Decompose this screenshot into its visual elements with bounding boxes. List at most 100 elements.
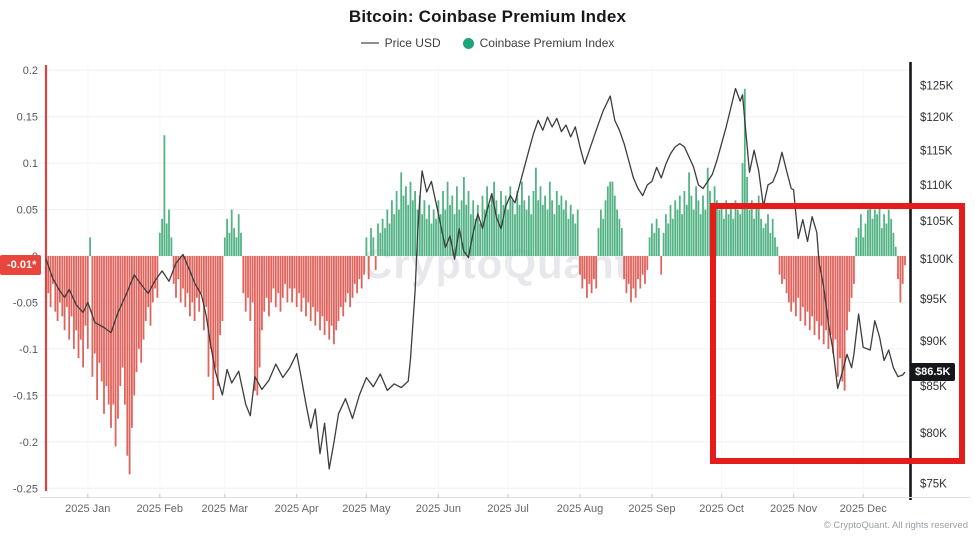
premium-bar[interactable]	[158, 232, 161, 256]
premium-bar[interactable]	[699, 214, 702, 256]
premium-bar[interactable]	[117, 256, 119, 419]
premium-bar[interactable]	[349, 256, 351, 308]
premium-bar[interactable]	[606, 186, 609, 256]
premium-bar[interactable]	[548, 181, 551, 256]
premium-bar[interactable]	[237, 214, 240, 256]
premium-bar[interactable]	[639, 256, 642, 289]
premium-bar[interactable]	[486, 186, 488, 256]
premium-bar[interactable]	[47, 256, 50, 294]
premium-bar[interactable]	[683, 191, 686, 256]
premium-bar[interactable]	[727, 214, 730, 256]
premium-bar[interactable]	[258, 256, 261, 368]
premium-bar[interactable]	[839, 256, 841, 359]
premium-bar[interactable]	[488, 204, 491, 256]
premium-bar[interactable]	[251, 256, 254, 303]
premium-bar[interactable]	[555, 191, 558, 256]
premium-bar[interactable]	[544, 195, 546, 256]
premium-bar[interactable]	[894, 246, 897, 256]
premium-bar[interactable]	[370, 228, 372, 256]
premium-bar[interactable]	[233, 228, 235, 256]
premium-bar[interactable]	[565, 200, 567, 256]
premium-bar[interactable]	[822, 256, 825, 345]
premium-bar[interactable]	[398, 209, 400, 256]
premium-bar[interactable]	[667, 223, 670, 257]
premium-bar[interactable]	[337, 256, 340, 321]
premium-bar[interactable]	[170, 237, 173, 256]
premium-bar[interactable]	[525, 209, 528, 256]
premium-bar[interactable]	[274, 256, 277, 308]
premium-bar[interactable]	[112, 256, 115, 405]
premium-bar[interactable]	[451, 195, 454, 256]
premium-bar[interactable]	[407, 204, 410, 256]
premium-bar[interactable]	[467, 191, 470, 256]
premium-bar[interactable]	[98, 256, 101, 363]
premium-bar[interactable]	[100, 256, 103, 382]
premium-bar[interactable]	[778, 256, 781, 275]
premium-bar[interactable]	[265, 256, 268, 298]
premium-bar[interactable]	[293, 256, 296, 289]
premium-bar[interactable]	[857, 228, 860, 256]
premium-bar[interactable]	[511, 200, 514, 256]
premium-bar[interactable]	[333, 256, 335, 345]
premium-bar[interactable]	[762, 228, 765, 256]
premium-bar[interactable]	[815, 256, 818, 321]
premium-bar[interactable]	[196, 256, 198, 298]
premium-bar[interactable]	[662, 232, 665, 256]
premium-bar[interactable]	[736, 209, 739, 256]
premium-bar[interactable]	[681, 214, 683, 256]
premium-bar[interactable]	[539, 186, 542, 256]
premium-bar[interactable]	[453, 214, 456, 256]
premium-bar[interactable]	[358, 256, 361, 280]
premium-bar[interactable]	[836, 256, 839, 377]
premium-bar[interactable]	[321, 256, 324, 317]
premium-bar[interactable]	[514, 214, 516, 256]
premium-bar[interactable]	[655, 218, 658, 256]
premium-bar[interactable]	[579, 256, 581, 275]
premium-bar[interactable]	[843, 256, 846, 391]
premium-bar[interactable]	[307, 256, 310, 303]
premium-bar[interactable]	[182, 256, 184, 289]
premium-bar[interactable]	[360, 256, 363, 289]
premium-bar[interactable]	[600, 209, 602, 256]
premium-bar[interactable]	[504, 195, 507, 256]
premium-bar[interactable]	[876, 214, 878, 256]
premium-bar[interactable]	[618, 218, 621, 256]
premium-bar[interactable]	[288, 256, 291, 289]
premium-bar[interactable]	[871, 218, 874, 256]
premium-bar[interactable]	[256, 256, 259, 396]
premium-bar[interactable]	[518, 204, 521, 256]
premium-bar[interactable]	[247, 256, 249, 298]
premium-bar[interactable]	[244, 256, 247, 312]
premium-bar[interactable]	[692, 209, 695, 256]
premium-bar[interactable]	[590, 256, 593, 294]
premium-bar[interactable]	[205, 256, 208, 308]
premium-bar[interactable]	[769, 232, 772, 256]
premium-bar[interactable]	[326, 256, 328, 321]
premium-bar[interactable]	[418, 195, 421, 256]
premium-bar[interactable]	[124, 256, 126, 405]
premium-bar[interactable]	[314, 256, 317, 326]
premium-bar[interactable]	[479, 223, 481, 257]
premium-bar[interactable]	[850, 256, 853, 298]
premium-bar[interactable]	[660, 256, 663, 275]
premium-bar[interactable]	[279, 256, 282, 312]
premium-bar[interactable]	[319, 256, 321, 331]
premium-bar[interactable]	[128, 256, 131, 475]
premium-bar[interactable]	[574, 223, 577, 257]
premium-bar[interactable]	[695, 186, 697, 256]
premium-bar[interactable]	[706, 167, 709, 256]
premium-bar[interactable]	[553, 214, 556, 256]
premium-bar[interactable]	[723, 218, 725, 256]
premium-bar[interactable]	[470, 214, 472, 256]
premium-bar[interactable]	[316, 256, 319, 312]
premium-bar[interactable]	[732, 218, 735, 256]
premium-bar[interactable]	[818, 256, 820, 340]
premium-bar[interactable]	[186, 256, 189, 294]
premium-bar[interactable]	[119, 256, 122, 387]
premium-bar[interactable]	[405, 186, 407, 256]
premium-bar[interactable]	[305, 256, 307, 317]
premium-bar[interactable]	[291, 256, 293, 303]
premium-bar[interactable]	[421, 214, 423, 256]
premium-bar[interactable]	[746, 177, 748, 256]
premium-bar[interactable]	[641, 256, 644, 275]
